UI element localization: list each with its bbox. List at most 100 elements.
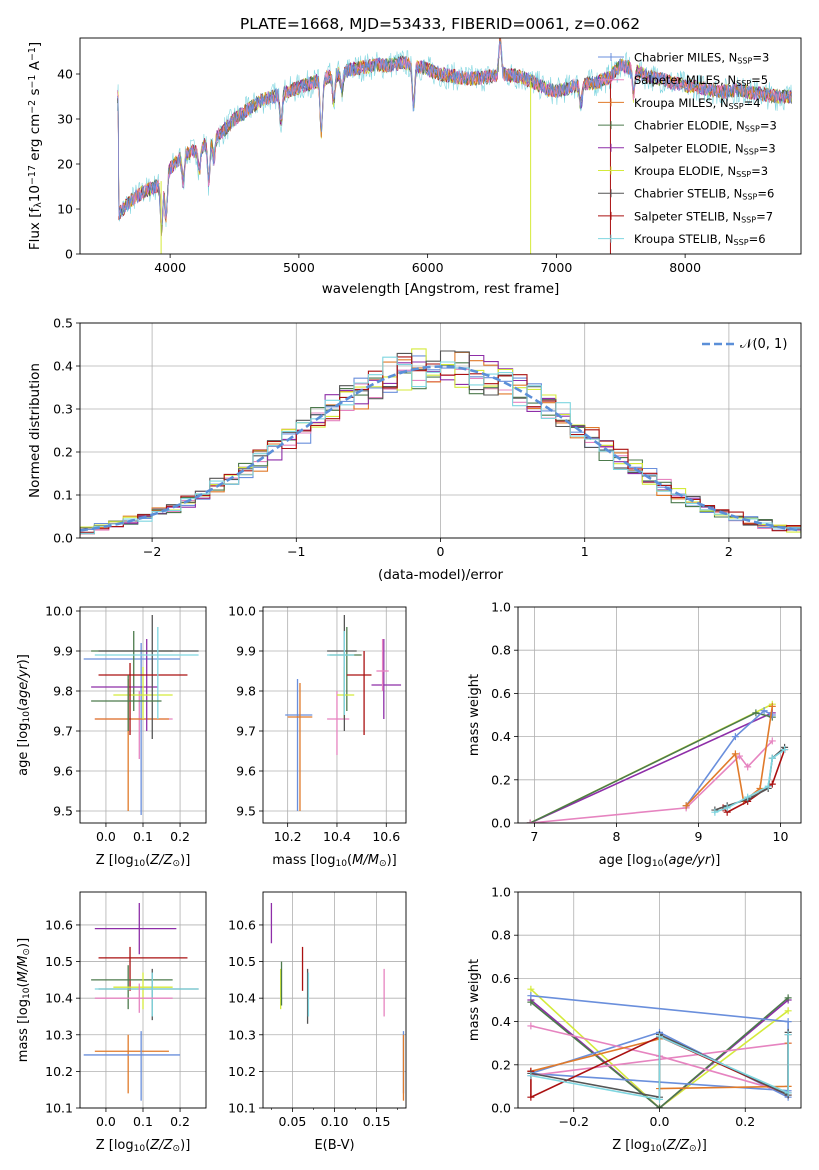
plus-marker xyxy=(752,709,760,717)
y-tick-label: 0.8 xyxy=(491,928,511,943)
plus-marker xyxy=(768,702,776,710)
y-tick-label: 1.0 xyxy=(491,885,511,900)
y-tick-label: 9.6 xyxy=(53,764,73,779)
plus-marker xyxy=(527,998,535,1006)
y-tick-label: 0.2 xyxy=(491,1057,511,1072)
plus-marker xyxy=(723,804,731,812)
x-tick-label: 8000 xyxy=(669,260,701,275)
y-tick-label: 10.4 xyxy=(45,991,73,1006)
y-tick-label: 9.5 xyxy=(53,804,73,819)
y-axis-label: Flux [fλ10−17 erg cm−2 s−1 A−1] xyxy=(27,42,44,250)
y-tick-label: 0.4 xyxy=(491,729,511,744)
y-tick-label: 10.3 xyxy=(228,1027,256,1042)
y-tick-label: 9.9 xyxy=(53,644,73,659)
plus-marker xyxy=(527,985,535,993)
y-tick-label: 0.6 xyxy=(491,686,511,701)
x-axis-label: E(B-V) xyxy=(314,1138,354,1153)
plus-marker xyxy=(744,763,752,771)
y-tick-label: 0.5 xyxy=(53,316,73,331)
residuals-axes: −2 −1 0 1 2 0.0 0.1 0.2 0.3 0.4 0.5 xyxy=(53,316,801,559)
y-axis-label: Normed distribution xyxy=(27,363,43,498)
age-weight-frame xyxy=(517,606,802,824)
y-tick-label: 0.3 xyxy=(53,402,73,417)
legend-label: 𝒩(0, 1) xyxy=(740,337,787,352)
x-tick-label: 6000 xyxy=(412,260,444,275)
legend-label: Chabrier ELODIE, NSSP=3 xyxy=(634,119,777,134)
y-tick-label: 0.4 xyxy=(53,359,73,374)
legend-label: Salpeter MILES, NSSP=5 xyxy=(634,73,768,88)
y-tick-label: 10 xyxy=(57,202,73,217)
y-tick-label: 9.7 xyxy=(53,724,73,739)
plus-marker xyxy=(744,793,752,801)
y-tick-label: 10.2 xyxy=(228,1064,256,1079)
mass-age-axes: 10.2 10.4 10.6 9.5 9.6 9.7 9.8 9.9 10.0 xyxy=(228,604,406,844)
x-axis-label: (data-model)/error xyxy=(378,567,504,583)
y-tick-label: 10.4 xyxy=(228,991,256,1006)
x-axis-label: Z [log10(Z/Z⊙)] xyxy=(96,1138,191,1154)
ebv-mass-axes: 0.05 0.10 0.15 10.1 10.2 10.3 10.4 10.5 10.6 xyxy=(228,892,406,1129)
legend-label: Chabrier STELIB, NSSP=6 xyxy=(634,187,774,202)
figure-title: PLATE=1668, MJD=53433, FIBERID=0061, z=0… xyxy=(240,15,640,33)
y-tick-label: 10.5 xyxy=(45,954,73,969)
y-tick-label: 0.6 xyxy=(491,971,511,986)
y-axis-label: age [log10(age/yr)] xyxy=(16,654,32,776)
legend-label: Salpeter STELIB, NSSP=7 xyxy=(634,209,773,224)
plus-marker xyxy=(760,707,768,715)
y-tick-label: 0.0 xyxy=(491,816,511,831)
normal-curve xyxy=(80,365,801,532)
ebv-mass-points xyxy=(270,902,405,1101)
spectrum-frame xyxy=(79,37,802,255)
y-tick-label: 0.0 xyxy=(53,531,73,546)
x-tick-label: 0.0 xyxy=(96,829,116,844)
x-tick-label: 10 xyxy=(773,829,789,844)
spectrum-lines xyxy=(116,38,793,254)
x-tick-label: 8 xyxy=(612,829,620,844)
weight-line-chabrier-miles xyxy=(685,709,773,807)
y-tick-label: 9.8 xyxy=(53,684,73,699)
y-axis-label: mass [log10(M/M⊙)] xyxy=(16,938,32,1062)
y-tick-label: 10.1 xyxy=(45,1101,73,1116)
y-tick-label: 0.8 xyxy=(491,643,511,658)
legend-label: Kroupa MILES, NSSP=4 xyxy=(634,96,761,111)
ebv-mass-frame xyxy=(262,891,407,1109)
plus-marker xyxy=(731,750,739,758)
plus-marker xyxy=(731,733,739,741)
x-tick-label: 0.10 xyxy=(321,1114,349,1129)
y-tick-label: 10.0 xyxy=(45,604,73,619)
z-mass-points xyxy=(83,902,199,1101)
x-axis-label: wavelength [Angstrom, rest frame] xyxy=(322,281,560,297)
plus-marker xyxy=(768,754,776,762)
plus-marker xyxy=(656,1104,663,1108)
x-tick-label: 0.05 xyxy=(279,1114,307,1129)
x-tick-label: 4000 xyxy=(154,260,186,275)
x-tick-label: 7 xyxy=(530,829,538,844)
plus-marker xyxy=(711,808,719,816)
plus-marker xyxy=(764,782,772,790)
plus-marker xyxy=(735,752,743,760)
x-axis-label: Z [log10(Z/Z⊙)] xyxy=(612,1138,707,1154)
plus-marker xyxy=(682,802,690,810)
y-tick-label: 10.0 xyxy=(228,604,256,619)
y-tick-label: 10.5 xyxy=(228,954,256,969)
mass-age-points xyxy=(285,615,402,811)
legend-label: Salpeter ELODIE, NSSP=3 xyxy=(634,141,776,156)
legend-label: Kroupa STELIB, NSSP=6 xyxy=(634,232,766,247)
spectrum-legend: Chabrier MILES, NSSP=3 Salpeter MILES, NS… xyxy=(598,51,777,247)
x-tick-label: 10.4 xyxy=(323,829,351,844)
y-tick-label: 10.6 xyxy=(45,917,73,932)
y-tick-label: 40 xyxy=(57,67,73,82)
histogram-steps xyxy=(80,348,801,537)
z-mass-frame xyxy=(79,891,207,1109)
x-tick-label: −1 xyxy=(287,544,305,559)
x-tick-label: 9 xyxy=(694,829,702,844)
y-tick-label: 10.2 xyxy=(45,1064,73,1079)
plus-marker xyxy=(784,1007,792,1015)
y-tick-label: 9.8 xyxy=(236,684,256,699)
y-tick-label: 0.0 xyxy=(491,1101,511,1116)
plus-marker xyxy=(784,1031,792,1039)
x-tick-label: 0 xyxy=(437,544,445,559)
weight-line-kroupa-stelib xyxy=(530,1034,789,1101)
legend-label: Chabrier MILES, NSSP=3 xyxy=(634,51,769,66)
y-tick-label: 10.1 xyxy=(228,1101,256,1116)
